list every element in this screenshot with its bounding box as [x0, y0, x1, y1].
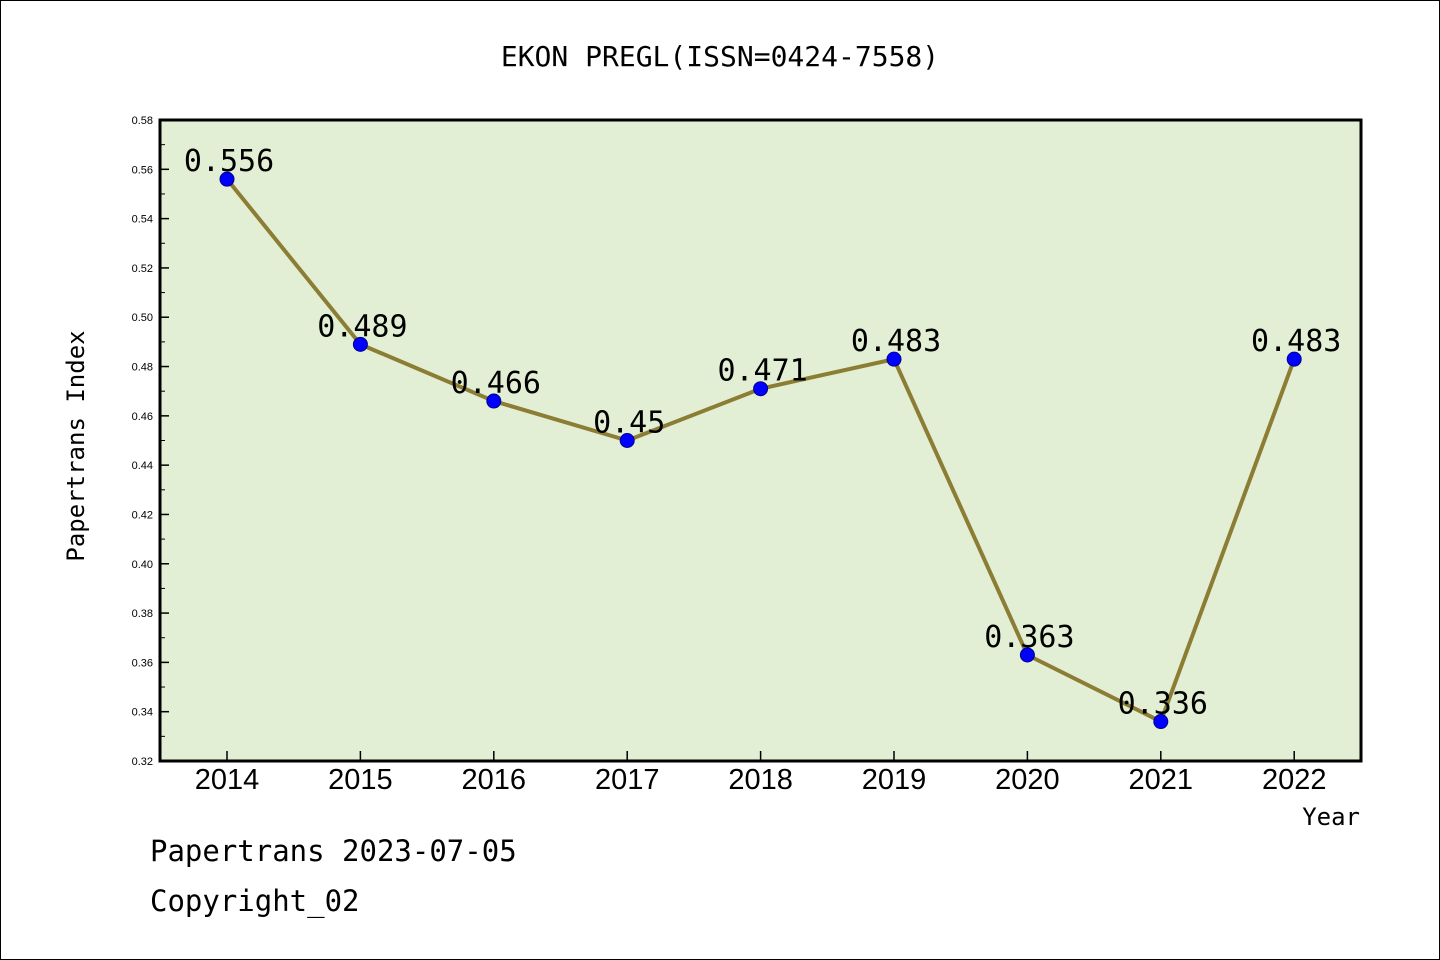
data-label: 0.483: [851, 324, 941, 359]
data-point: [1153, 714, 1169, 730]
y-tick-label: 0.44: [132, 460, 153, 472]
chart-title: EKON PREGL(ISSN=0424-7558): [501, 40, 939, 73]
y-tick-label: 0.32: [132, 756, 153, 768]
data-point: [1286, 351, 1302, 367]
x-tick-label: 2022: [1262, 764, 1327, 796]
data-point: [219, 171, 235, 187]
y-tick-label: 0.58: [132, 115, 153, 127]
y-tick-label: 0.56: [132, 164, 153, 176]
data-label: 0.489: [317, 309, 407, 344]
data-label: 0.336: [1118, 687, 1208, 722]
data-label: 0.363: [984, 620, 1074, 655]
y-tick-label: 0.38: [132, 608, 153, 620]
data-label: 0.471: [717, 354, 807, 389]
y-axis-label: Papertrans Index: [62, 330, 90, 561]
x-tick-label: 2016: [462, 764, 527, 796]
data-point: [352, 336, 368, 352]
y-axis: 0.32 0.34 0.36 0.38 0.40 0.42 0.44 0.46 0.48 0.50…: [132, 115, 169, 768]
data-point: [619, 433, 635, 448]
data-points: [219, 171, 1302, 730]
footer-copyright: Copyright_02: [150, 884, 360, 918]
footer-date: Papertrans 2023-07-05: [150, 834, 517, 868]
y-tick-label: 0.50: [132, 312, 153, 324]
y-tick-label: 0.34: [132, 707, 153, 719]
y-tick-label: 0.48: [132, 362, 153, 374]
x-axis-label: Year: [1302, 803, 1360, 831]
x-tick-label: 2015: [328, 764, 393, 796]
plot-area: [158, 118, 1363, 763]
data-label: 0.556: [184, 144, 274, 179]
y-tick-label: 0.46: [132, 411, 153, 423]
x-tick-label: 2019: [862, 764, 927, 796]
y-tick-label: 0.40: [132, 559, 153, 571]
data-label: 0.466: [451, 366, 541, 401]
data-label: 0.45: [593, 406, 665, 441]
data-labels: 0.556 0.489 0.466 0.45 0.471 0.483 0.363 0.336 0…: [184, 144, 1342, 721]
y-tick-label: 0.42: [132, 509, 153, 521]
y-tick-label: 0.36: [132, 657, 153, 669]
y-tick-label: 0.52: [132, 263, 153, 275]
data-point: [486, 393, 502, 409]
data-point: [753, 381, 769, 397]
x-axis: 2014 2015 2016 2017 2018 2019 2020 2021 2022: [195, 751, 1327, 796]
data-point: [886, 351, 902, 367]
x-tick-label: 2018: [728, 764, 793, 796]
x-tick-label: 2020: [995, 764, 1060, 796]
data-point: [1019, 647, 1035, 663]
x-tick-label: 2021: [1129, 764, 1194, 796]
x-tick-label: 2014: [195, 764, 260, 796]
x-tick-label: 2017: [595, 764, 660, 796]
y-tick-label: 0.54: [132, 214, 153, 226]
data-label: 0.483: [1251, 324, 1341, 359]
